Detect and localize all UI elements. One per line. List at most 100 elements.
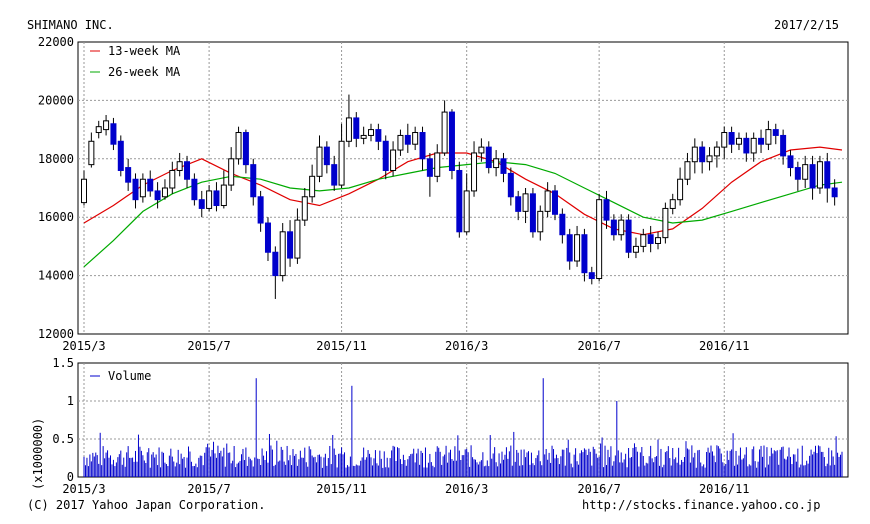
- candle-body: [279, 231, 286, 277]
- candle: [529, 188, 536, 238]
- candle: [478, 138, 485, 162]
- candle-body: [198, 199, 205, 209]
- volume-x-tick-2015/11: 2015/11: [316, 482, 367, 496]
- candle-body: [368, 129, 375, 136]
- candle-body: [184, 161, 191, 180]
- candle: [500, 152, 507, 183]
- candle: [257, 190, 264, 232]
- candle-body: [794, 167, 801, 180]
- candle-body: [493, 158, 500, 169]
- candle: [88, 132, 95, 168]
- legend-13wk-label: 13-week MA: [108, 44, 181, 58]
- candle: [448, 109, 455, 180]
- candle-body: [677, 178, 684, 201]
- candle: [625, 214, 632, 259]
- candle-body: [257, 196, 264, 224]
- candle-body: [448, 111, 455, 171]
- candle: [485, 141, 492, 174]
- candle-body: [228, 158, 235, 186]
- candle: [213, 182, 220, 212]
- candle: [250, 158, 257, 206]
- candle-body: [537, 210, 544, 233]
- price-y-tick-16000: 16000: [38, 210, 74, 224]
- candle-body: [485, 146, 492, 169]
- candle: [677, 167, 684, 206]
- candle-body: [787, 155, 794, 169]
- candle: [117, 135, 124, 177]
- candle-body: [647, 234, 654, 244]
- candle-body: [81, 178, 87, 204]
- candle: [596, 193, 603, 282]
- candle-body: [412, 132, 419, 145]
- candle: [721, 126, 728, 159]
- candle-body: [301, 196, 308, 221]
- candle: [125, 158, 132, 191]
- volume-y-tick-1.5: 1.5: [52, 356, 74, 370]
- candle: [632, 237, 639, 259]
- candle: [287, 220, 294, 267]
- candle-body: [743, 137, 750, 154]
- candle: [699, 141, 706, 174]
- volume-panel: 0 0.5 1 1.5 2015/3 2015/7 2015/11 2016/3 2016/7…: [31, 356, 849, 496]
- candle: [522, 188, 529, 224]
- candle-body: [802, 164, 809, 180]
- candle: [176, 152, 183, 177]
- candle-body: [463, 190, 470, 233]
- volume-y-tick-1: 1: [67, 394, 74, 408]
- legend-26wk-label: 26-week MA: [108, 65, 181, 79]
- volume-x-tick-2016/3: 2016/3: [445, 482, 488, 496]
- candle: [375, 123, 382, 151]
- candle: [198, 190, 205, 218]
- candle-body: [655, 237, 662, 244]
- candle-body: [713, 146, 720, 157]
- price-y-tick-20000: 20000: [38, 93, 74, 107]
- candle-body: [147, 178, 154, 192]
- candle: [147, 170, 154, 197]
- candle-body: [375, 129, 382, 142]
- candle-body: [625, 219, 632, 253]
- candle: [809, 155, 816, 200]
- candle-body: [721, 132, 728, 148]
- candle-body: [669, 199, 676, 209]
- candle: [463, 173, 470, 235]
- price-x-tick-2016/11: 2016/11: [699, 339, 750, 353]
- candle: [235, 126, 242, 165]
- candle-body: [471, 152, 478, 192]
- candle-body: [117, 140, 124, 171]
- candle: [802, 155, 809, 188]
- candle: [662, 202, 669, 244]
- candle-body: [456, 169, 463, 233]
- volume-bars: [83, 378, 843, 477]
- candle: [338, 123, 345, 188]
- candle-body: [88, 140, 95, 166]
- candle: [456, 161, 463, 238]
- candle-body: [662, 207, 669, 239]
- candle: [220, 170, 227, 209]
- candle-body: [706, 155, 713, 163]
- price-x-tick-2016/7: 2016/7: [577, 339, 620, 353]
- price-plot-frame: [77, 41, 849, 335]
- candle-body: [404, 134, 411, 145]
- candle-body: [213, 190, 220, 207]
- candle: [279, 223, 286, 282]
- candle-body: [360, 134, 367, 139]
- candle: [772, 123, 779, 145]
- candle: [434, 144, 441, 183]
- candle-body: [287, 231, 294, 259]
- moving-average-lines: [83, 146, 843, 268]
- candle-body: [618, 219, 625, 236]
- volume-y-tick-0: 0: [67, 470, 74, 484]
- price-y-tick-18000: 18000: [38, 152, 74, 166]
- candle: [647, 225, 654, 253]
- price-y-tick-labels: 12000 14000 16000 18000 20000 22000: [38, 35, 74, 341]
- candle-body: [125, 167, 132, 183]
- candle-body: [728, 132, 735, 145]
- candle-body: [441, 111, 448, 154]
- candle: [161, 179, 168, 200]
- volume-plot-frame: [77, 362, 849, 478]
- candle: [81, 170, 87, 206]
- candle-body: [750, 137, 757, 154]
- candle: [824, 152, 831, 203]
